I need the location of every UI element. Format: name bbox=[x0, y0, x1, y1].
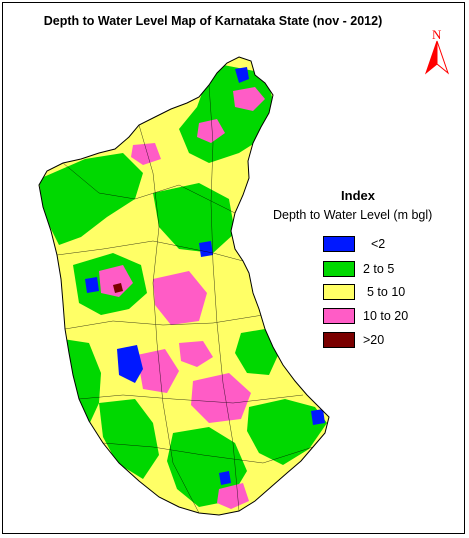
zone-lt2-southeast bbox=[311, 409, 325, 425]
legend-label: 2 to 5 bbox=[363, 262, 395, 276]
legend-item: 2 to 5 bbox=[323, 261, 463, 279]
legend-label: <2 bbox=[371, 237, 386, 251]
legend-swatch bbox=[323, 308, 355, 324]
zone-lt2-east bbox=[199, 241, 213, 257]
legend-swatch bbox=[323, 284, 355, 300]
zone-gt20-west bbox=[113, 283, 123, 293]
north-arrow-icon: N bbox=[421, 27, 455, 77]
map-title: Depth to Water Level Map of Karnataka St… bbox=[43, 14, 383, 28]
zone-lt2-west bbox=[85, 277, 99, 293]
legend-swatch bbox=[323, 236, 355, 252]
legend-label: >20 bbox=[363, 333, 385, 347]
legend-swatch bbox=[323, 332, 355, 348]
legend-subtitle: Depth to Water Level (m bgl) bbox=[273, 208, 433, 222]
zone-10-to-20-central bbox=[153, 271, 207, 325]
legend-item: 10 to 20 bbox=[323, 308, 463, 326]
zone-lt2-north bbox=[235, 67, 249, 83]
zone-10-to-20-south bbox=[217, 483, 249, 509]
zone-2-to-5-north bbox=[179, 63, 275, 163]
legend-item: >20 bbox=[323, 332, 463, 350]
legend-swatch bbox=[323, 261, 355, 277]
zone-2-to-5-southeast bbox=[247, 399, 327, 465]
zone-lt2-south bbox=[219, 471, 231, 485]
zone-10-to-20-south-east bbox=[191, 373, 251, 423]
district-boundaries bbox=[56, 84, 314, 514]
karnataka-water-level-map bbox=[38, 56, 330, 516]
zone-2-to-5-southwest bbox=[99, 399, 159, 479]
legend-item: 5 to 10 bbox=[323, 284, 463, 302]
zone-10-to-20-central-south bbox=[137, 349, 179, 393]
zone-2-to-5-central bbox=[153, 183, 235, 253]
map-frame: Depth to Water Level Map of Karnataka St… bbox=[2, 2, 465, 534]
zone-10-to-20-east bbox=[179, 341, 213, 367]
zone-10-to-20-west bbox=[99, 265, 133, 297]
zone-2-to-5-northwest bbox=[39, 153, 143, 245]
north-label: N bbox=[432, 27, 442, 42]
state-boundary bbox=[38, 56, 330, 516]
zone-lt2-central bbox=[117, 345, 143, 383]
legend-title: Index bbox=[341, 188, 375, 203]
zone-2-to-5-east bbox=[235, 329, 279, 375]
zone-10-to-20-northwest bbox=[131, 143, 161, 165]
legend-item: <2 bbox=[323, 236, 463, 254]
legend-label: 10 to 20 bbox=[363, 309, 409, 323]
legend-label: 5 to 10 bbox=[367, 285, 406, 299]
zone-10-to-20-north bbox=[233, 87, 265, 111]
zone-10-to-20-north-central bbox=[197, 119, 225, 143]
